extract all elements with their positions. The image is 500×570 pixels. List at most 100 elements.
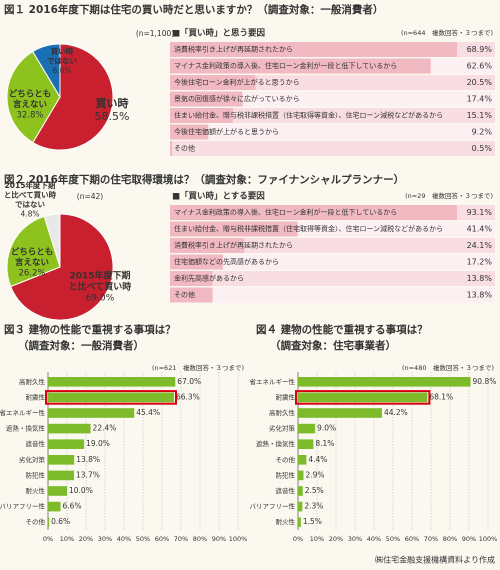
bar: [170, 58, 431, 74]
value-label: 6.6%: [63, 502, 82, 511]
pie-slice: [32, 43, 61, 99]
value-label: 0.5%: [472, 144, 493, 153]
figure-subtitle: （調査対象：一般消費者）: [18, 339, 144, 352]
x-tick-label: 30%: [98, 535, 112, 543]
highlight-box: [295, 390, 431, 405]
bar: [170, 287, 213, 303]
slice-value: 69.0%: [86, 294, 115, 304]
figure-title: 図４ 建物の性能で重視する事項は？: [256, 323, 428, 336]
bar: [48, 377, 176, 387]
x-tick-label: 100%: [479, 535, 498, 543]
x-tick-label: 90%: [462, 535, 476, 543]
x-tick-label: 100%: [229, 535, 248, 543]
x-tick-label: 0%: [293, 535, 303, 543]
row-background: [170, 124, 495, 140]
category-label: 防犯性: [276, 470, 296, 479]
bar: [170, 91, 243, 107]
value-label: 13.8%: [467, 274, 493, 283]
category-label: バリアフリー性: [0, 502, 46, 511]
category-label: 高耐久性: [269, 408, 296, 417]
slice-label: 2015年度下期: [69, 270, 130, 282]
pie-slice: [6, 50, 61, 144]
bar: [170, 42, 457, 57]
bar: [48, 486, 67, 496]
x-tick-label: 40%: [367, 535, 381, 543]
figure-title: 図１ 2016年度下期は住宅の買い時だと思いますか？（調査対象：一般消費者）: [4, 3, 383, 16]
slice-label: どちらとも: [9, 89, 52, 100]
slice-label: 2015年度下期: [5, 180, 56, 190]
slice-label: どちらとも: [11, 247, 54, 258]
row-background: [170, 271, 495, 286]
slice-value: 58.5%: [95, 110, 130, 123]
x-tick-label: 80%: [193, 535, 207, 543]
value-label: 9.0%: [317, 424, 336, 433]
pie-slice: [6, 215, 61, 288]
bar: [170, 254, 224, 270]
value-label: 19.0%: [86, 439, 110, 448]
value-label: 62.6%: [467, 62, 493, 71]
row-label: 今後住宅ローン金利が上がると思うから: [174, 78, 300, 87]
x-tick-label: 70%: [424, 535, 438, 543]
bar: [170, 75, 256, 90]
x-tick-label: 50%: [386, 535, 400, 543]
slice-label: 買い時: [51, 46, 74, 56]
value-label: 45.4%: [136, 408, 160, 417]
x-tick-label: 30%: [348, 535, 362, 543]
category-label: その他: [276, 455, 296, 464]
bar: [170, 124, 209, 140]
bar: [298, 408, 382, 418]
sample-note: (n=42): [77, 192, 104, 201]
sample-note: (n=29 複数回答・３つまで): [405, 191, 493, 200]
value-label: 8.1%: [315, 439, 334, 448]
x-tick-label: 80%: [443, 535, 457, 543]
value-label: 9.2%: [472, 128, 493, 137]
value-label: 13.8%: [467, 291, 493, 300]
row-label: その他: [174, 144, 195, 153]
slice-label: と比べて買い時: [4, 190, 57, 200]
bar: [170, 108, 233, 123]
figure-subtitle: （調査対象：住宅事業者）: [270, 339, 396, 352]
row-label: 住まい給付金、贈与税非課税措置（住宅取得等資金）、住宅ローン減税などがあるから: [174, 224, 443, 233]
x-tick-label: 40%: [117, 535, 131, 543]
slice-label: 言えない: [13, 99, 47, 110]
pie-slice: [32, 43, 114, 151]
bar: [48, 439, 85, 449]
slice-value: 32.8%: [16, 111, 43, 121]
row-background: [170, 254, 495, 270]
category-label: 高耐久性: [19, 377, 46, 386]
category-label: 省エネルギー性: [0, 408, 46, 417]
bar: [170, 221, 298, 237]
bar: [170, 271, 213, 286]
value-label: 4.4%: [308, 455, 327, 464]
figure-title: 図３ 建物の性能で重視する事項は？: [4, 323, 176, 336]
bar: [298, 377, 471, 387]
value-label: 0.6%: [51, 517, 70, 526]
x-tick-label: 60%: [405, 535, 419, 543]
row-label: 金利先高感があるから: [174, 274, 244, 283]
row-background: [170, 287, 495, 303]
value-label: 17.2%: [467, 258, 493, 267]
value-label: 66.3%: [176, 392, 200, 401]
highlight-box: [45, 390, 177, 405]
bar: [298, 423, 316, 434]
value-label: 22.4%: [93, 424, 117, 433]
row-label: 今後住宅価額が上がると思うから: [174, 127, 279, 136]
category-label: 耐震性: [26, 392, 46, 401]
value-label: 90.8%: [473, 377, 497, 386]
slice-label: 買い時: [96, 96, 129, 110]
row-background: [170, 141, 495, 156]
x-tick-label: 50%: [136, 535, 150, 543]
category-label: 遮音性: [26, 439, 46, 448]
value-label: 2.9%: [306, 470, 325, 479]
x-tick-label: 10%: [310, 535, 324, 543]
value-label: 15.1%: [467, 111, 493, 120]
bar: [298, 455, 307, 465]
row-label: 消費税率引き上げが再延期されたから: [174, 241, 293, 250]
sample-note: (n=621 複数回答・３つまで): [152, 363, 244, 372]
slice-value: 8.6%: [52, 66, 71, 75]
value-label: 67.0%: [177, 377, 201, 386]
category-label: バリアフリー性: [250, 502, 296, 511]
value-label: 24.1%: [467, 241, 493, 250]
row-label: マイナス金利政策の導入後、住宅ローン金利が一段と低下しているから: [174, 208, 397, 217]
bar: [48, 470, 75, 481]
